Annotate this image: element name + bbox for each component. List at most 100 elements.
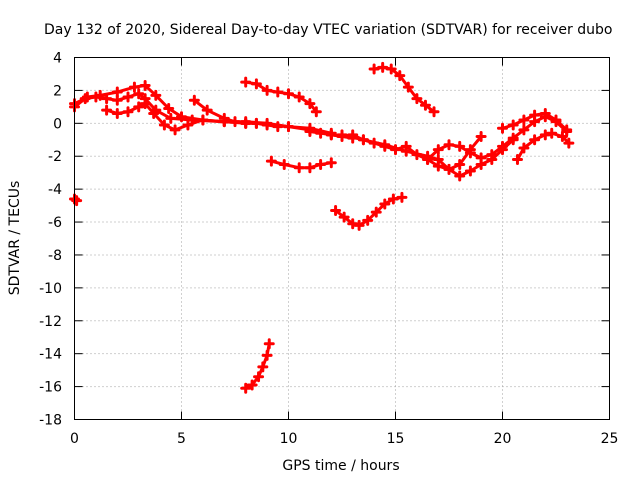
y-tick-label: -8 <box>48 248 62 264</box>
y-tick-label: -16 <box>39 380 62 396</box>
data-point <box>454 158 466 170</box>
series-arc-11 <box>368 61 440 118</box>
data-point <box>563 137 575 149</box>
y-tick-label: -6 <box>48 215 62 231</box>
data-point <box>111 86 123 98</box>
y-tick-label: -12 <box>39 314 62 330</box>
chart-title: Day 132 of 2020, Sidereal Day-to-day VTE… <box>44 22 612 38</box>
series-arc-12 <box>265 155 337 174</box>
data-point <box>265 155 277 167</box>
data-point <box>122 106 134 118</box>
data-point <box>201 104 213 116</box>
data-point <box>357 134 369 146</box>
x-axis-label: GPS time / hours <box>282 458 399 474</box>
y-tick-label: 0 <box>53 116 62 132</box>
data-point <box>128 81 140 93</box>
data-point <box>454 170 466 182</box>
plot-frame <box>74 57 610 420</box>
data-point <box>197 114 209 126</box>
data-point <box>336 129 348 141</box>
x-tick-label: 10 <box>280 431 298 447</box>
y-axis-label: SDTVAR / TECUs <box>7 181 23 296</box>
data-point <box>347 218 359 230</box>
series-arc-10 <box>240 76 322 118</box>
data-point <box>240 76 252 88</box>
data-point <box>101 93 113 105</box>
data-point <box>315 158 327 170</box>
data-point <box>253 371 265 383</box>
data-point <box>387 193 399 205</box>
data-point <box>111 107 123 119</box>
data-point <box>304 162 316 174</box>
data-point <box>304 98 316 110</box>
data-point <box>250 117 262 129</box>
series-arc-9 <box>511 127 575 166</box>
data-point <box>246 379 258 391</box>
data-point <box>486 149 498 161</box>
data-point <box>261 349 273 361</box>
data-point <box>368 63 380 75</box>
y-tick-label: -4 <box>48 182 62 198</box>
data-point <box>240 382 252 394</box>
data-point <box>229 116 241 128</box>
data-point <box>163 103 175 115</box>
series-arc-8 <box>497 107 573 136</box>
series-arc-1 <box>69 88 359 144</box>
data-point <box>71 195 83 207</box>
data-point <box>250 78 262 90</box>
data-point <box>101 104 113 116</box>
data-point <box>362 214 374 226</box>
data-point <box>111 94 123 106</box>
data-point <box>529 109 541 121</box>
y-tick-label: -10 <box>39 281 62 297</box>
data-point <box>422 154 434 166</box>
data-point <box>379 198 391 210</box>
data-point <box>139 98 151 110</box>
x-tick-label: 0 <box>70 431 79 447</box>
data-point <box>550 114 562 126</box>
data-point <box>475 152 487 164</box>
series-arc-13 <box>330 191 408 231</box>
data-point <box>133 88 145 100</box>
data-point <box>353 219 365 231</box>
data-point <box>240 117 252 129</box>
data-point <box>272 121 284 133</box>
series-arc-3 <box>101 98 252 136</box>
data-point <box>338 211 350 223</box>
data-point <box>148 107 160 119</box>
data-point <box>556 130 568 142</box>
data-point <box>497 122 508 134</box>
data-point <box>561 124 573 136</box>
data-point <box>325 157 337 169</box>
y-tick-label: 2 <box>53 83 62 99</box>
data-point <box>330 205 342 217</box>
data-point <box>385 63 397 75</box>
data-point <box>315 127 327 139</box>
data-point <box>443 139 455 151</box>
data-point <box>394 70 406 82</box>
data-point <box>165 112 177 124</box>
series-arc-14 <box>240 338 275 394</box>
data-point <box>475 130 487 142</box>
x-tick-label: 5 <box>177 431 186 447</box>
data-point <box>511 154 523 166</box>
data-point <box>169 124 181 136</box>
data-series <box>69 61 575 394</box>
y-axis-ticks: 4 2 0 -2 -4 -6 -8 -10 -12 -14 -16 -18 <box>39 51 610 429</box>
y-tick-label: -18 <box>39 413 62 429</box>
data-point <box>133 101 145 113</box>
data-point <box>304 126 316 138</box>
data-point <box>402 81 414 93</box>
data-point <box>411 93 423 105</box>
data-point <box>182 119 194 131</box>
data-point <box>464 147 476 159</box>
data-point <box>443 163 455 175</box>
data-point <box>419 99 431 111</box>
data-point <box>176 111 187 123</box>
data-point <box>518 124 530 136</box>
data-point <box>150 89 162 101</box>
data-point <box>188 94 200 106</box>
data-point <box>518 114 530 126</box>
data-point <box>529 134 541 146</box>
data-point <box>218 112 230 124</box>
